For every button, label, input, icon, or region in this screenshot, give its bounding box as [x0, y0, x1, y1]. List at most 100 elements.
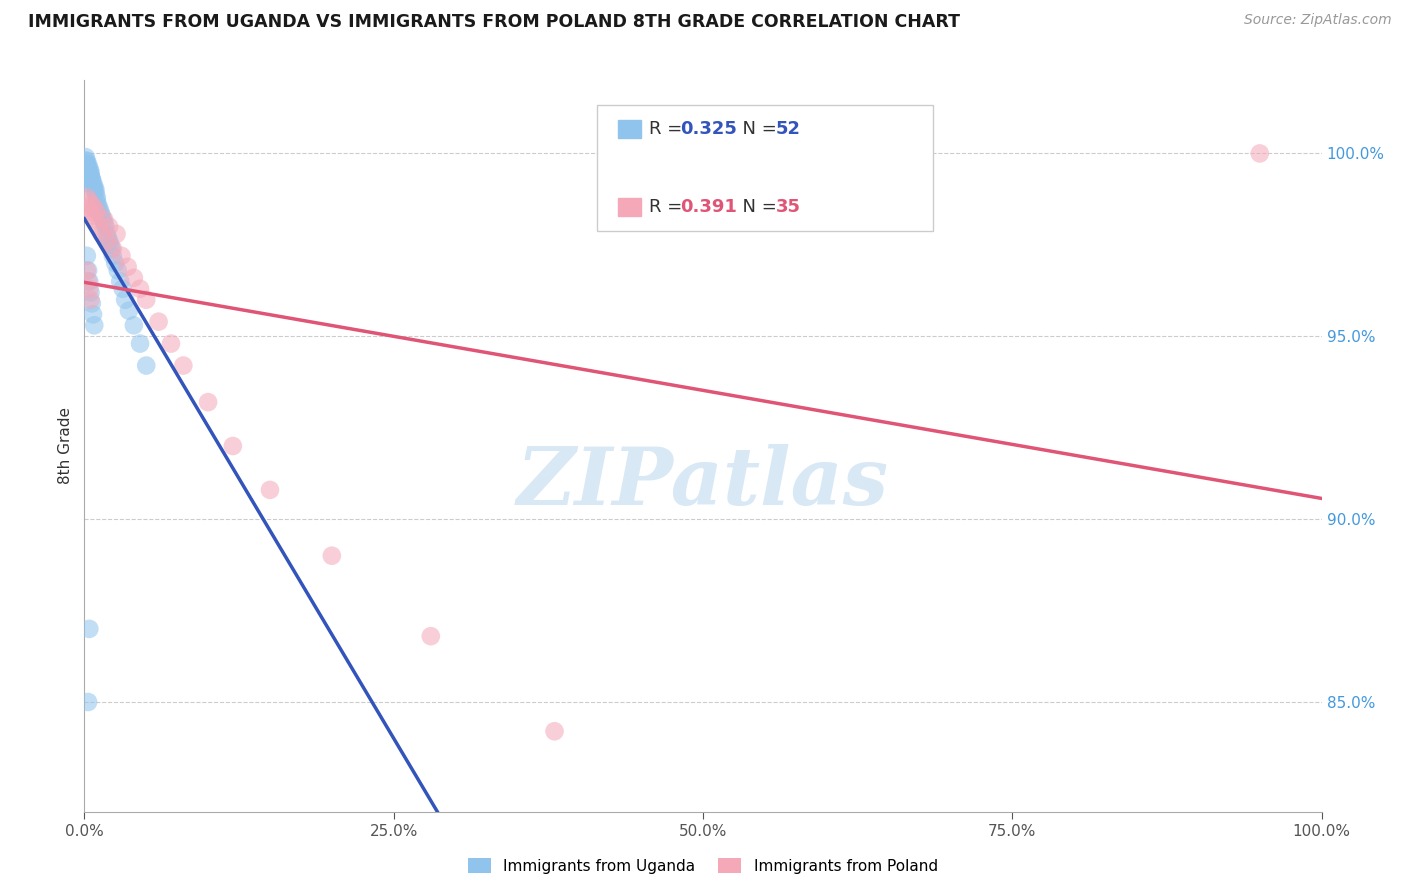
Point — [135, 359, 157, 373]
Point — [114, 293, 136, 307]
Point — [89, 201, 111, 215]
Point — [75, 153, 97, 168]
Point — [90, 209, 112, 223]
Point — [77, 161, 100, 175]
Point — [83, 318, 105, 333]
Point — [160, 336, 183, 351]
Point — [79, 285, 101, 300]
Point — [135, 293, 157, 307]
Point — [83, 183, 105, 197]
Point — [197, 395, 219, 409]
Point — [98, 234, 121, 248]
Legend: Immigrants from Uganda, Immigrants from Poland: Immigrants from Uganda, Immigrants from … — [463, 852, 943, 880]
Point — [77, 263, 100, 277]
Text: IMMIGRANTS FROM UGANDA VS IMMIGRANTS FROM POLAND 8TH GRADE CORRELATION CHART: IMMIGRANTS FROM UGANDA VS IMMIGRANTS FRO… — [28, 13, 960, 31]
Point — [79, 293, 101, 307]
Point — [80, 296, 103, 310]
Point — [96, 234, 118, 248]
Point — [91, 212, 114, 227]
Point — [117, 260, 139, 274]
Point — [118, 303, 141, 318]
Point — [222, 439, 245, 453]
Point — [110, 274, 132, 288]
Text: 0.391: 0.391 — [681, 198, 737, 216]
Point — [86, 190, 108, 204]
Point — [79, 164, 101, 178]
Point — [84, 186, 107, 201]
Point — [82, 179, 104, 194]
Point — [122, 318, 145, 333]
Text: R =: R = — [650, 120, 688, 138]
Point — [419, 629, 441, 643]
Text: Source: ZipAtlas.com: Source: ZipAtlas.com — [1244, 13, 1392, 28]
Text: 52: 52 — [776, 120, 800, 138]
Point — [76, 263, 98, 277]
Point — [93, 212, 115, 227]
Point — [77, 695, 100, 709]
Point — [96, 227, 118, 241]
Point — [90, 227, 112, 241]
Point — [77, 157, 100, 171]
Point — [98, 219, 121, 234]
Point — [93, 216, 115, 230]
Point — [89, 205, 111, 219]
Point — [105, 227, 128, 241]
Point — [98, 237, 121, 252]
Point — [83, 201, 105, 215]
Point — [83, 179, 105, 194]
Point — [129, 282, 152, 296]
Point — [76, 153, 98, 168]
Point — [79, 274, 101, 288]
Point — [129, 336, 152, 351]
Point — [76, 249, 98, 263]
Point — [82, 209, 104, 223]
Point — [148, 315, 170, 329]
Text: N =: N = — [731, 198, 782, 216]
Point — [107, 263, 129, 277]
Text: 35: 35 — [776, 198, 800, 216]
Point — [172, 359, 194, 373]
Point — [76, 157, 98, 171]
Point — [79, 205, 101, 219]
Point — [82, 176, 104, 190]
Point — [97, 230, 120, 244]
Point — [104, 256, 127, 270]
Point — [79, 622, 101, 636]
Point — [543, 724, 565, 739]
Text: ZIPatlas: ZIPatlas — [517, 444, 889, 521]
Point — [79, 282, 101, 296]
Text: R =: R = — [650, 198, 688, 216]
Point — [79, 169, 101, 183]
Point — [101, 249, 124, 263]
Text: N =: N = — [731, 120, 782, 138]
Point — [111, 282, 134, 296]
Point — [100, 242, 122, 256]
Point — [321, 549, 343, 563]
Text: 0.325: 0.325 — [681, 120, 737, 138]
Point — [89, 219, 111, 234]
Point — [77, 201, 100, 215]
Point — [84, 183, 107, 197]
Point — [1249, 146, 1271, 161]
Y-axis label: 8th Grade: 8th Grade — [58, 408, 73, 484]
Point — [84, 212, 107, 227]
Point — [79, 169, 101, 183]
Point — [80, 172, 103, 186]
Point — [76, 190, 98, 204]
Point — [87, 197, 110, 211]
Point — [79, 164, 101, 178]
Point — [82, 307, 104, 321]
Point — [79, 161, 101, 175]
Point — [94, 219, 117, 234]
Point — [79, 194, 101, 208]
Point — [110, 249, 132, 263]
Point — [101, 242, 124, 256]
Point — [122, 270, 145, 285]
Point — [77, 274, 100, 288]
Point — [80, 197, 103, 211]
Point — [75, 150, 97, 164]
Point — [86, 205, 108, 219]
Point — [86, 194, 108, 208]
Point — [259, 483, 281, 497]
Point — [80, 172, 103, 186]
